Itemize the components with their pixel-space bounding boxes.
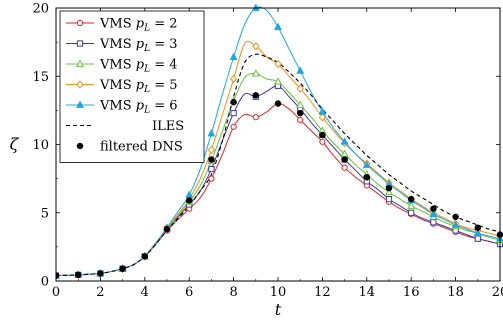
series-6-point [407, 195, 415, 203]
series-6-point [208, 156, 215, 163]
series-6-point [56, 272, 60, 279]
y-tick-label: 15 [32, 70, 49, 85]
series-1-point [208, 165, 215, 173]
legend-marker-6 [76, 142, 84, 150]
series-6-point [430, 205, 437, 212]
x-tick-label: 8 [229, 285, 237, 300]
series-layer [56, 3, 503, 280]
x-tick-label: 2 [96, 285, 104, 300]
series-6-point [296, 109, 304, 117]
series-3-point [229, 74, 238, 84]
series-1-point [408, 209, 415, 216]
legend: VMS pL = 2 VMS pL = 3 VMS pL = 4 VMS pL = 5… [59, 10, 205, 163]
series-4-point [251, 3, 260, 11]
series-2-point [407, 201, 416, 209]
series-0-point [319, 138, 326, 145]
x-tick-label: 18 [447, 285, 464, 300]
series-4-point [318, 107, 327, 115]
series-2-point [251, 69, 260, 77]
series-1-point [430, 219, 437, 226]
series-3-point [252, 42, 260, 51]
series-6-point [74, 271, 82, 279]
x-axis-label: t [275, 300, 282, 319]
x-tick-label: 10 [270, 285, 287, 300]
series-6-point [163, 225, 171, 233]
legend-label-5: ILES [152, 119, 184, 134]
series-4-point [362, 160, 371, 168]
series-3-point [274, 59, 282, 69]
x-tick-label: 12 [314, 285, 331, 300]
x-tick-label: 16 [403, 285, 420, 300]
series-6-point [474, 224, 482, 232]
series-3-point [207, 145, 216, 155]
legend-box [59, 10, 205, 163]
legend-label-3: VMS pL = 5 [99, 78, 178, 95]
series-4-point [429, 209, 438, 218]
series-1-point [385, 196, 393, 203]
x-tick-label: 0 [52, 285, 60, 300]
y-tick-label: 0 [41, 275, 49, 290]
legend-label-6: filtered DNS [100, 140, 183, 155]
legend-label-1: VMS pL = 3 [99, 37, 178, 54]
x-tick-label: 6 [185, 285, 193, 300]
series-2-point [296, 100, 305, 108]
series-6-point [274, 100, 282, 107]
series-4-point [473, 228, 482, 237]
series-6-point [341, 156, 348, 163]
series-6-point [452, 213, 459, 221]
y-tick-label: 5 [41, 206, 49, 221]
series-0-point [208, 175, 215, 182]
series-6-point [319, 131, 326, 139]
legend-label-0: VMS pL = 2 [99, 17, 178, 34]
series-4-point [207, 129, 216, 137]
legend-marker-0 [76, 19, 84, 27]
series-4-point [229, 52, 238, 61]
series-6-point [97, 270, 104, 277]
series-6-point [185, 197, 193, 204]
legend-label-4: VMS pL = 6 [99, 99, 178, 116]
series-0-point [341, 164, 348, 171]
x-tick-label: 4 [141, 285, 149, 300]
legend-marker-2 [75, 59, 85, 67]
series-0-point [297, 116, 304, 124]
series-0-point [230, 123, 237, 130]
y-tick-label: 10 [32, 138, 49, 153]
series-0-point [252, 114, 259, 121]
legend-marker-3 [76, 80, 84, 89]
series-6-point [252, 92, 260, 99]
series-6-point [363, 174, 371, 181]
series-clip-group [56, 3, 503, 280]
series-4-point [274, 22, 282, 31]
y-axis-label: ζ [10, 135, 20, 154]
series-6-point [385, 184, 393, 192]
series-4-point [340, 137, 349, 145]
series-1-point [230, 110, 237, 117]
series-3-point [318, 113, 327, 122]
x-tick-label: 14 [359, 285, 376, 300]
legend-marker-4 [76, 100, 84, 108]
series-2-point [273, 77, 283, 85]
series-2-point [384, 187, 394, 196]
x-tick-label: 20 [492, 285, 503, 300]
series-6-point [230, 98, 237, 106]
series-4-point [296, 66, 305, 74]
series-3-point [296, 84, 304, 93]
axes-layer: 0 2 4 6 8 10 12 14 16 18 20 0 5 10 15 20 t ζ [10, 2, 503, 320]
y-tick-label: 20 [32, 2, 49, 17]
series-6-point [141, 253, 149, 260]
series-4-point [451, 220, 460, 228]
legend-marker-1 [76, 40, 84, 47]
series-6-point [119, 265, 126, 272]
legend-label-2: VMS pL = 4 [99, 58, 178, 75]
series-1-point [474, 235, 481, 242]
